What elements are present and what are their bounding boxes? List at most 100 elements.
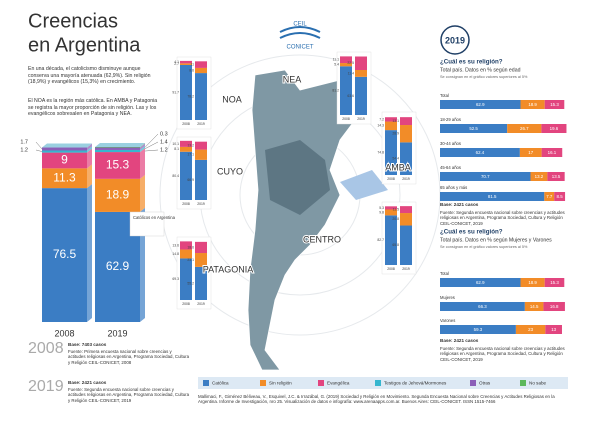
- note: Se consignan en el gráfico valores super…: [440, 245, 528, 249]
- bar-segment: [355, 70, 367, 77]
- x-tick-label: 2019: [357, 117, 365, 121]
- x-tick-label: 2008: [182, 122, 190, 126]
- legend-label: Sin religión: [269, 381, 292, 386]
- bar-segment: [195, 141, 207, 150]
- bar-segment: [95, 178, 140, 212]
- value-label: 10.1: [172, 142, 179, 146]
- row-label: Total: [440, 93, 449, 98]
- value-label: 66.3: [478, 304, 487, 309]
- bar-segment: [440, 325, 516, 334]
- bar-segment: [42, 188, 87, 322]
- region-label: PATAGONIA: [203, 264, 254, 274]
- value-label: 74.8: [377, 150, 384, 154]
- bar-segment: [400, 117, 412, 126]
- value-label: 9: [61, 153, 68, 167]
- x-tick-label: 2019: [402, 267, 410, 271]
- source: Fuente: Segunda encuesta nacional sobre …: [440, 346, 565, 362]
- value-label: 81.5: [488, 194, 497, 199]
- value-label: 55.2: [187, 281, 194, 285]
- bar-segment: [400, 125, 412, 143]
- value-label: 16.8: [550, 304, 559, 309]
- value-label: 13.6: [172, 243, 179, 247]
- leader: [144, 133, 159, 148]
- value-label: 23: [528, 327, 533, 332]
- x-tick-label: 2019: [107, 328, 127, 338]
- note: Se consignan en el gráfico valores super…: [440, 75, 528, 79]
- x-tick-label: 2019: [197, 302, 205, 306]
- bar-segment: [530, 172, 548, 181]
- bar-segment: [180, 241, 192, 250]
- value-label: 62.4: [476, 150, 485, 155]
- title: Creencias: [28, 10, 118, 32]
- row-label: Varones: [440, 318, 455, 323]
- title: en Argentina: [28, 34, 141, 56]
- amba-inset: [340, 170, 388, 200]
- bar-segment: [385, 206, 397, 210]
- row-label: 65 años y más: [440, 185, 467, 190]
- value-label: 11.5: [393, 207, 399, 211]
- bar-segment: [519, 148, 542, 157]
- value-label: 82.7: [377, 238, 384, 242]
- value-label: 69.3: [172, 277, 179, 281]
- bar-segment: [42, 150, 87, 153]
- value-label: 70.7: [481, 174, 490, 179]
- bar-segment: [180, 249, 192, 259]
- bar-segment: [195, 159, 207, 200]
- bar-segment: [42, 152, 87, 169]
- value-label: 8.5: [557, 194, 564, 199]
- x-tick-label: 2008: [387, 267, 395, 271]
- row-label: 18-29 años: [440, 117, 461, 122]
- value-label: 62.9: [106, 259, 130, 273]
- source: Fuente: Segunda encuesta nacional sobre …: [440, 210, 565, 226]
- bar-segment: [340, 56, 352, 64]
- bar-segment: [507, 124, 542, 133]
- bar-segment: [195, 253, 207, 267]
- value-label: 23.1: [187, 258, 194, 262]
- value-label: 91.7: [172, 90, 179, 94]
- bar-segment: [180, 63, 192, 65]
- x-tick-label: 2019: [197, 202, 205, 206]
- x-tick-label: 2008: [342, 117, 350, 121]
- bar-side: [140, 143, 145, 148]
- bar-segment: [180, 146, 192, 152]
- base-year: 2019: [28, 378, 64, 395]
- row-label: Mujeres: [440, 295, 455, 300]
- bar-segment: [515, 325, 546, 334]
- bar-segment: [440, 172, 531, 181]
- bar-segment: [355, 76, 367, 115]
- bar-segment: [42, 147, 87, 151]
- bar-segment: [180, 258, 192, 300]
- bar-segment: [400, 213, 412, 226]
- legend-box: [198, 377, 568, 389]
- source: Fuente: Primera encuesta nacional sobre …: [68, 349, 190, 365]
- legend-label: Otras: [479, 381, 491, 386]
- leader: [144, 141, 159, 149]
- row-label: 30-44 años: [440, 141, 461, 146]
- value-label: 1.2: [20, 147, 28, 153]
- bar-segment: [195, 266, 207, 300]
- base: Base: 2421 casos: [68, 380, 107, 385]
- legend-label: Testigos de Jehová/Mormones: [384, 381, 447, 386]
- value-label: 15.3: [550, 280, 559, 285]
- logo-text: CEIL: [293, 22, 307, 28]
- bar-segment: [340, 63, 352, 67]
- bar-segment: [543, 302, 565, 311]
- bar-segment: [541, 148, 563, 157]
- year-badge: [440, 25, 470, 55]
- inset-box: [129, 211, 165, 237]
- value-label: 52.5: [469, 126, 478, 131]
- value-label: 14.3: [377, 124, 384, 128]
- bar-segment: [541, 124, 567, 133]
- value-label: 76.5: [53, 247, 77, 261]
- bar-segment: [520, 100, 545, 109]
- value-label: 13.2: [187, 144, 194, 148]
- bar-segment: [440, 192, 545, 201]
- value-label: 2.7: [174, 62, 179, 66]
- bar-side: [140, 145, 145, 153]
- bar-segment: [385, 121, 397, 131]
- bar-segment: [195, 61, 207, 68]
- value-label: 13.1: [392, 119, 399, 123]
- x-tick-label: 2008: [387, 177, 395, 181]
- legend-swatch: [318, 380, 324, 386]
- value-label: 1.2: [160, 147, 168, 153]
